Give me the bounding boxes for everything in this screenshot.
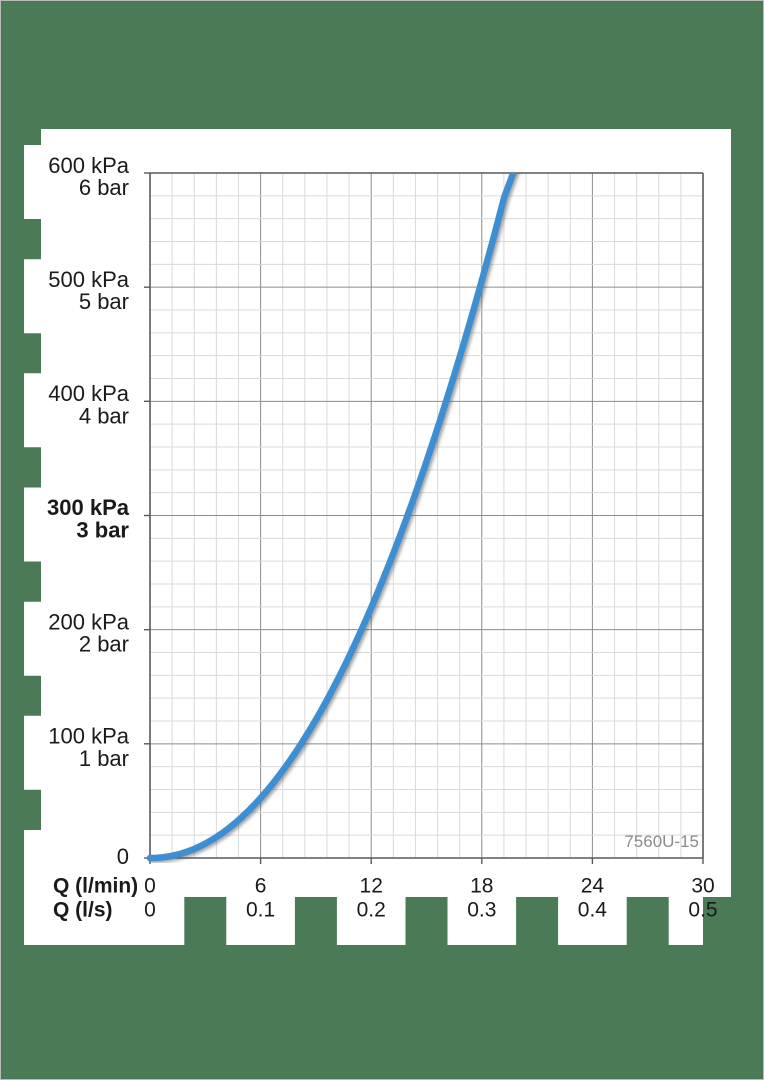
svg-text:0: 0 bbox=[117, 844, 129, 869]
svg-text:30: 30 bbox=[691, 875, 714, 898]
svg-text:Q (l/s): Q (l/s) bbox=[53, 899, 113, 922]
svg-text:6: 6 bbox=[255, 875, 267, 898]
svg-text:1 bar: 1 bar bbox=[79, 746, 129, 771]
svg-text:0.2: 0.2 bbox=[357, 899, 386, 922]
svg-text:0: 0 bbox=[144, 875, 156, 898]
svg-text:500 kPa: 500 kPa bbox=[48, 267, 129, 292]
svg-text:2 bar: 2 bar bbox=[79, 632, 129, 657]
svg-text:7560U-15: 7560U-15 bbox=[624, 832, 699, 851]
svg-text:3 bar: 3 bar bbox=[76, 518, 129, 543]
svg-text:24: 24 bbox=[581, 875, 605, 898]
svg-text:5 bar: 5 bar bbox=[79, 289, 129, 314]
svg-text:300 kPa: 300 kPa bbox=[47, 495, 130, 520]
svg-text:6 bar: 6 bar bbox=[79, 175, 129, 200]
svg-text:12: 12 bbox=[360, 875, 383, 898]
svg-text:0.4: 0.4 bbox=[578, 899, 608, 922]
svg-text:0.1: 0.1 bbox=[246, 899, 275, 922]
svg-text:200 kPa: 200 kPa bbox=[48, 609, 129, 634]
svg-text:4 bar: 4 bar bbox=[79, 403, 129, 428]
svg-text:0.5: 0.5 bbox=[688, 899, 717, 922]
svg-text:0.3: 0.3 bbox=[467, 899, 496, 922]
svg-text:18: 18 bbox=[470, 875, 493, 898]
svg-text:Q (l/min): Q (l/min) bbox=[53, 875, 138, 898]
svg-text:0: 0 bbox=[144, 899, 156, 922]
